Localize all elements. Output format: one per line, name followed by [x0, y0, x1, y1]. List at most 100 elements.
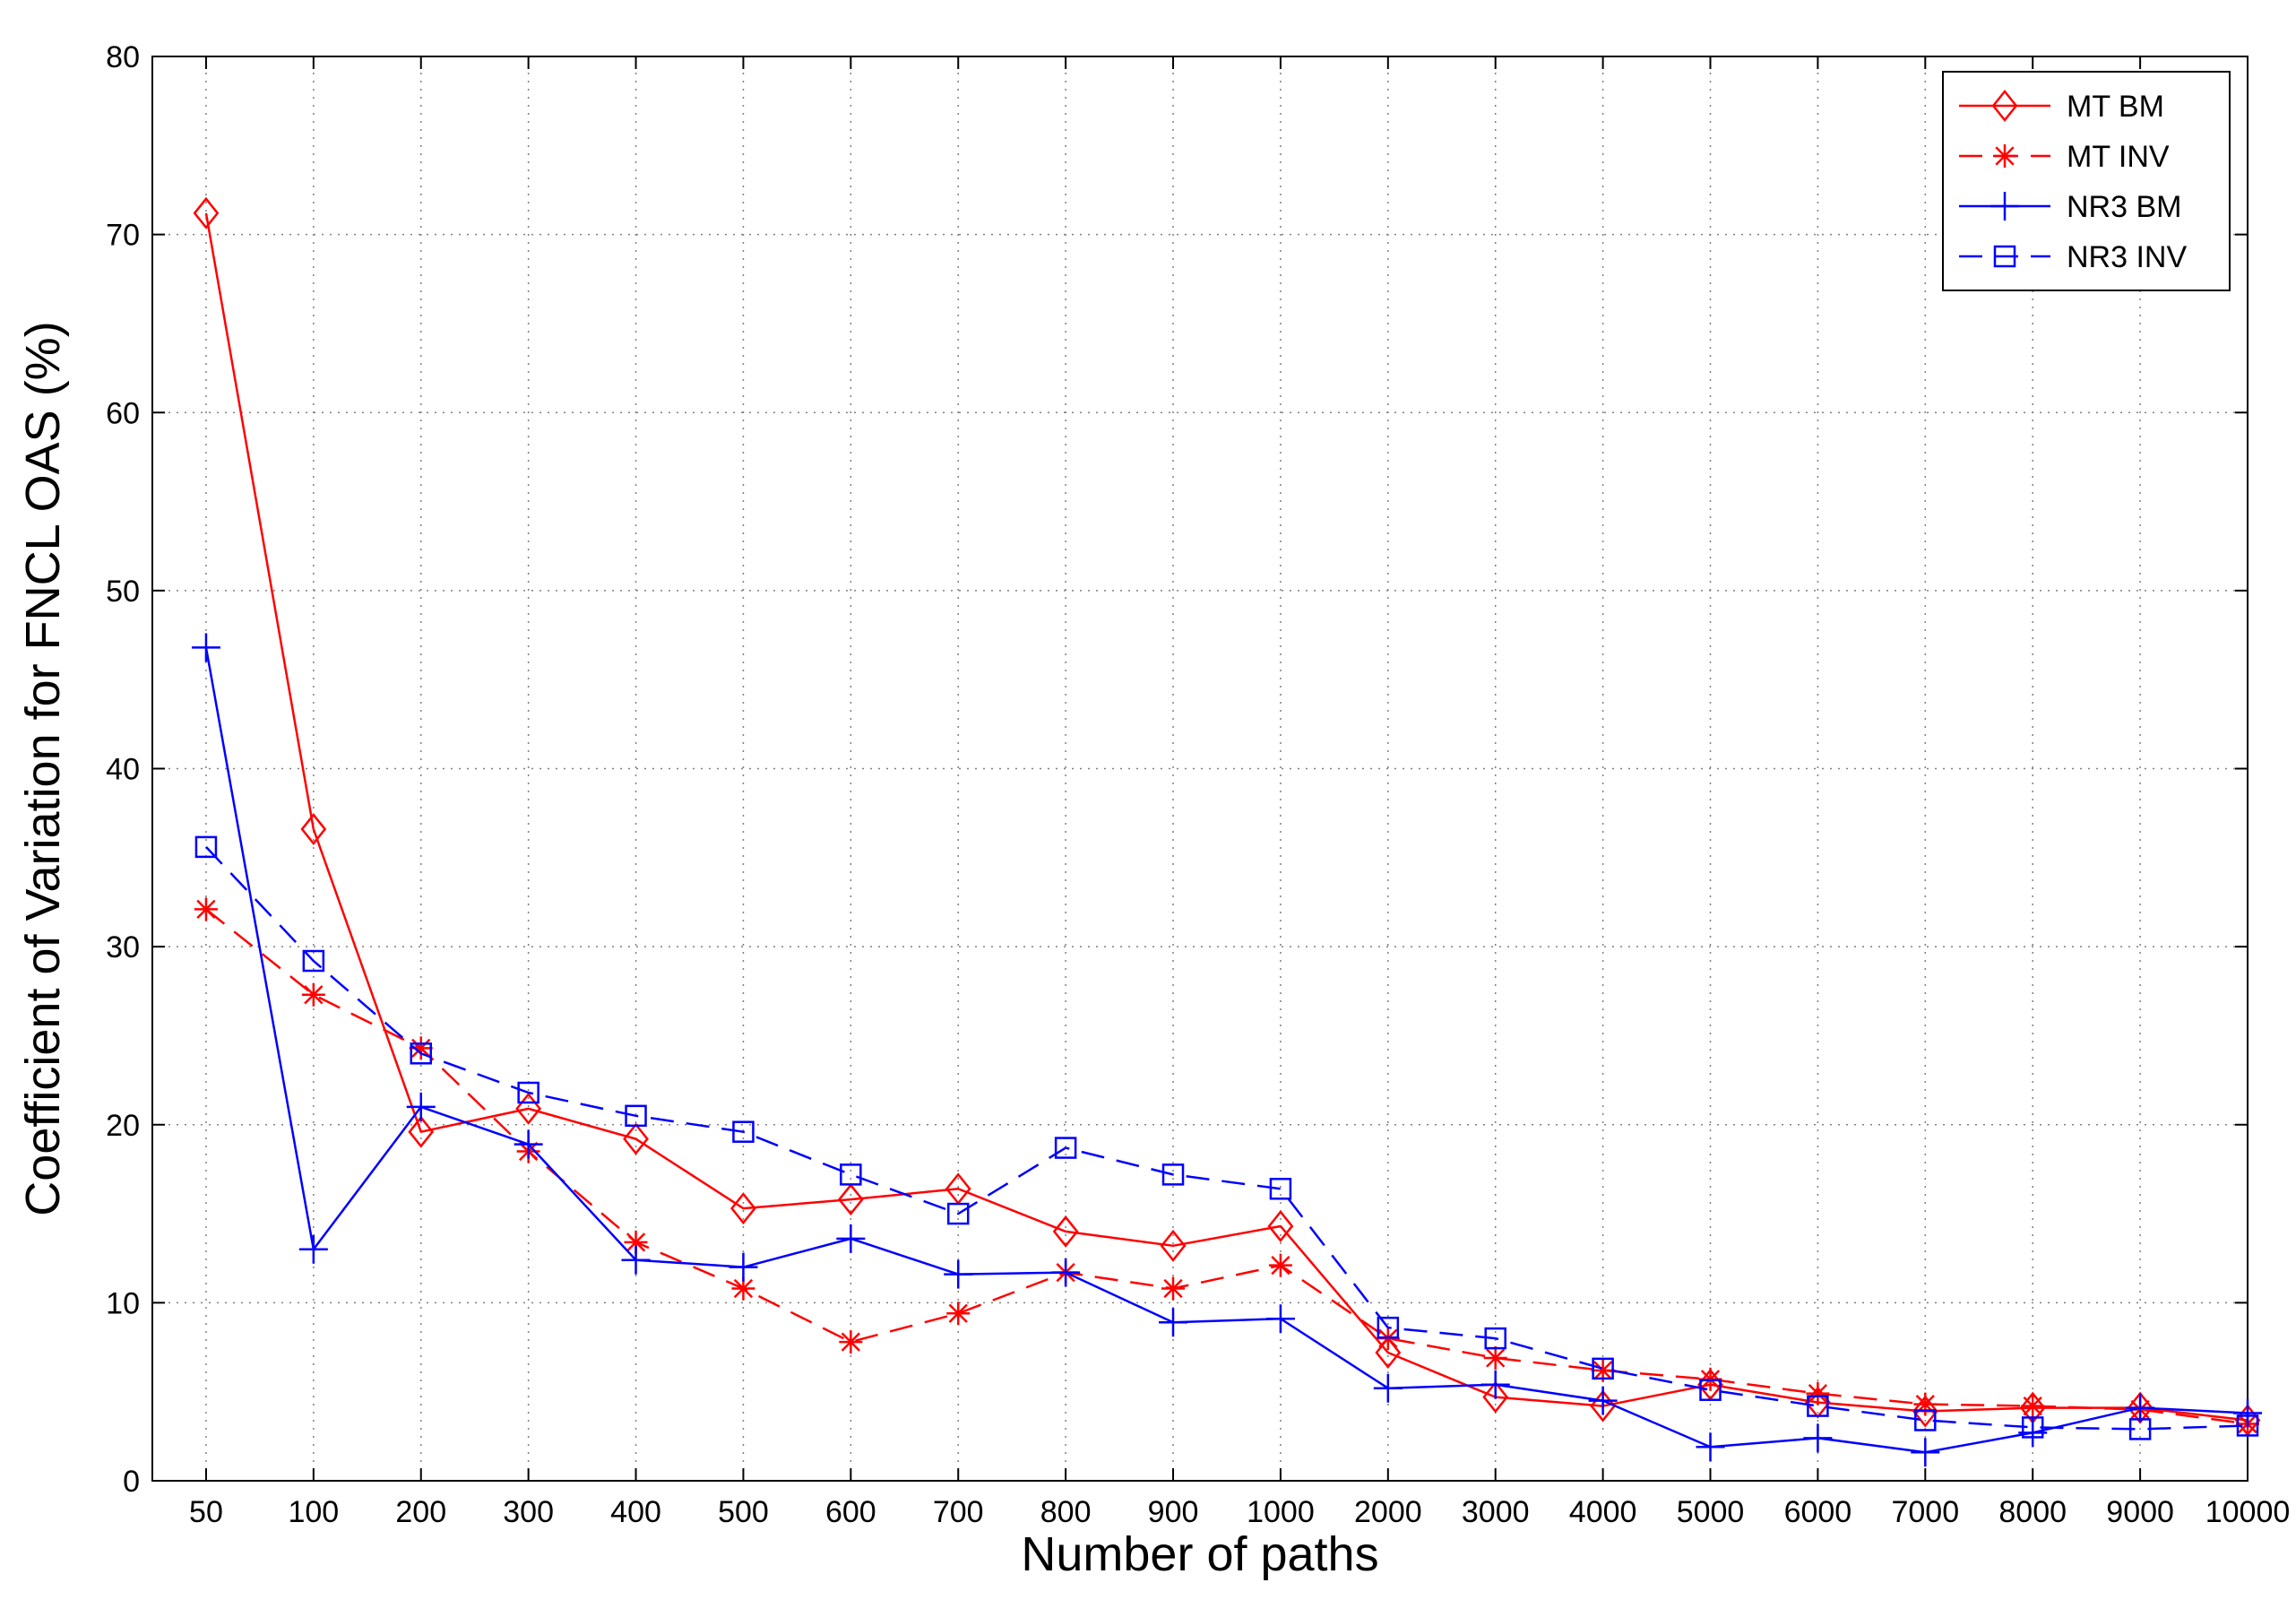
y-tick-label: 80 [106, 40, 140, 74]
data-point-asterisk [839, 1330, 863, 1354]
data-point-square [302, 949, 325, 973]
data-point-diamond [1267, 1209, 1294, 1242]
data-point-square [732, 1120, 755, 1143]
x-tick-label: 5000 [1677, 1495, 1745, 1529]
data-point-square [2128, 1418, 2152, 1440]
x-tick-label: 200 [395, 1495, 446, 1529]
data-point-asterisk [624, 1230, 648, 1254]
data-point-square [946, 1202, 970, 1225]
x-tick-label: 9000 [2106, 1495, 2174, 1529]
y-tick-label: 50 [106, 575, 140, 609]
data-point-diamond [515, 1092, 542, 1125]
data-point-diamond [1160, 1229, 1187, 1262]
data-point-diamond [837, 1183, 864, 1216]
x-tick-label: 7000 [1891, 1495, 1959, 1529]
data-point-diamond [730, 1192, 756, 1225]
series-nr3-bm [191, 633, 2262, 1467]
data-point-plus [514, 1129, 543, 1159]
data-point-square [1054, 1137, 1077, 1159]
data-point-diamond [193, 196, 220, 229]
data-point-plus [1373, 1373, 1403, 1403]
data-point-diamond [1482, 1380, 1509, 1414]
y-tick-label: 40 [106, 753, 140, 787]
data-point-square [1161, 1163, 1185, 1186]
x-tick-label: 800 [1040, 1495, 1092, 1529]
data-point-square [194, 835, 218, 859]
legend-item: NR3 INV [1959, 240, 2187, 274]
x-tick-label: 600 [825, 1495, 876, 1529]
legend-label: NR3 BM [2067, 190, 2181, 224]
legend-label: NR3 INV [2067, 240, 2187, 274]
series-layer [191, 196, 2262, 1467]
x-tick-label: 900 [1148, 1495, 1199, 1529]
x-tick-label: 700 [933, 1495, 984, 1529]
y-tick-label: 0 [123, 1465, 140, 1499]
x-tick-label: 1000 [1247, 1495, 1315, 1529]
data-point-plus [406, 1092, 436, 1121]
data-point-asterisk [2021, 1394, 2045, 1418]
data-point-square [1484, 1327, 1506, 1350]
data-point-diamond [1991, 89, 2018, 123]
x-tick-label: 100 [288, 1495, 339, 1529]
data-point-plus [298, 1234, 328, 1264]
data-point-square [625, 1104, 647, 1128]
data-point-plus [1480, 1370, 1510, 1399]
data-point-square [2021, 1416, 2044, 1439]
x-tick-label: 50 [189, 1495, 223, 1529]
x-tick-label: 6000 [1784, 1495, 1852, 1529]
y-tick-label: 10 [106, 1286, 140, 1320]
data-point-plus [944, 1259, 973, 1289]
data-point-diamond [1912, 1395, 1938, 1428]
x-tick-label: 10000 [2205, 1495, 2291, 1529]
series-line [205, 846, 2249, 1431]
data-point-plus [1990, 192, 2019, 221]
data-point-plus [1159, 1308, 1188, 1337]
data-point-square [1269, 1178, 1292, 1200]
data-point-square [2236, 1414, 2259, 1437]
x-tick-label: 500 [718, 1495, 769, 1529]
series-nr3-inv [194, 835, 2259, 1440]
x-tick-label: 2000 [1354, 1495, 1422, 1529]
y-tick-label: 70 [106, 219, 140, 253]
data-point-square [840, 1163, 862, 1186]
data-point-diamond [1375, 1336, 1402, 1369]
data-point-asterisk [1591, 1358, 1615, 1382]
legend-box [1942, 71, 2231, 291]
data-point-square [1993, 245, 2016, 268]
data-point-asterisk [1161, 1276, 1186, 1301]
y-tick-label: 60 [106, 396, 140, 430]
series-line [204, 647, 2249, 1454]
data-point-square [1914, 1409, 1937, 1431]
series-line [205, 908, 2249, 1425]
data-point-square [517, 1081, 539, 1104]
data-point-plus [836, 1224, 866, 1253]
x-tick-label: 400 [610, 1495, 661, 1529]
data-point-plus [1051, 1258, 1081, 1287]
series-line [204, 212, 2249, 1422]
x-axis-title: Number of paths [1021, 1527, 1378, 1581]
data-point-asterisk [194, 897, 218, 921]
data-point-asterisk [946, 1302, 971, 1326]
legend-item: MT BM [1959, 89, 2164, 124]
data-point-asterisk [1806, 1381, 1830, 1405]
data-point-plus [1803, 1423, 1833, 1453]
data-point-square [1377, 1316, 1400, 1339]
data-point-plus [1911, 1438, 1940, 1467]
x-tick-label: 3000 [1462, 1495, 1530, 1529]
x-tick-label: 300 [503, 1495, 554, 1529]
data-point-plus [621, 1245, 651, 1275]
legend-label: MT BM [2067, 90, 2164, 124]
data-point-plus [1588, 1386, 1618, 1415]
data-point-square [1592, 1357, 1614, 1380]
data-point-asterisk [1993, 144, 2016, 168]
legend-item: NR3 BM [1959, 190, 2181, 224]
y-tick-label: 20 [106, 1109, 140, 1143]
y-axis-title: Coefficient of Variation for FNCL OAS (%… [16, 321, 70, 1215]
data-point-plus [2126, 1393, 2155, 1423]
legend: MT BM MT INV NR3 BM NR3 INV [1942, 71, 2231, 291]
data-point-diamond [408, 1115, 435, 1148]
data-point-asterisk [1913, 1392, 1938, 1416]
data-point-plus [1265, 1304, 1295, 1334]
